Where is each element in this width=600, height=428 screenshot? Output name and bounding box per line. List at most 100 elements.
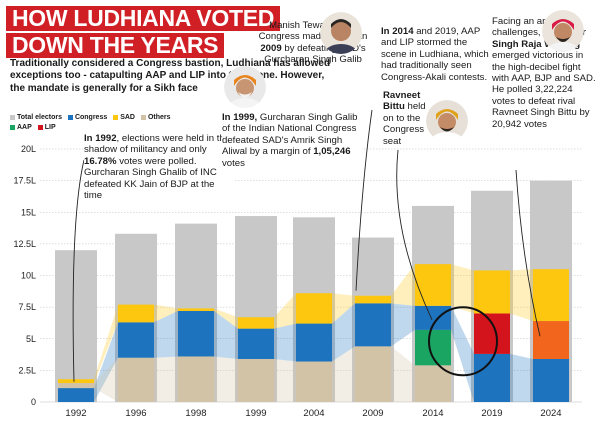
x-tick-label: 1992 bbox=[65, 408, 86, 419]
y-tick-label: 7.5L bbox=[18, 302, 36, 312]
legend-item-total: Total electors bbox=[10, 113, 62, 123]
avatar-ravneet-bittu-image bbox=[426, 100, 468, 142]
flow-ribbon-congress bbox=[94, 322, 118, 402]
note-1992-text2: votes were polled. Gurcharan Singh Ghali… bbox=[84, 155, 217, 202]
total-electors-bar-1992 bbox=[55, 250, 97, 402]
headline: HOW LUDHIANA VOTED DOWN THE YEARS bbox=[6, 6, 281, 58]
flow-ribbon-congress bbox=[214, 310, 238, 359]
y-tick-label: 10L bbox=[21, 271, 36, 281]
legend-label-others: Others bbox=[147, 114, 171, 121]
avatar-raja-warring bbox=[542, 10, 584, 52]
note-1992-text1: , elections were held in the shadow of m… bbox=[84, 133, 231, 156]
headline-line2: DOWN THE YEARS bbox=[6, 33, 225, 58]
note-1992-year: In 1992 bbox=[84, 133, 117, 144]
highlight-circle-2014-2019 bbox=[428, 306, 498, 377]
callout-line-1992 bbox=[72, 159, 85, 382]
bar-2009-sad bbox=[355, 295, 391, 304]
legend-item-congress: Congress bbox=[67, 113, 108, 123]
callout-line-2014 bbox=[396, 149, 433, 320]
bar-2014-others bbox=[415, 365, 451, 402]
legend-swatch-aap bbox=[10, 124, 15, 130]
bar-1999-others bbox=[238, 358, 274, 402]
y-tick-label: 17.5L bbox=[13, 176, 36, 186]
note-2014-year: In 2014 bbox=[381, 26, 414, 37]
bar-2024-bjp bbox=[533, 321, 569, 359]
legend-label-congress: Congress bbox=[74, 114, 108, 121]
bar-1992-sad bbox=[58, 379, 94, 384]
avatar-manish-tewari bbox=[320, 12, 362, 54]
flow-ribbon-sad bbox=[332, 293, 355, 324]
note-1992: In 1992, elections were held in the shad… bbox=[84, 133, 234, 202]
note-2014-bittu: Ravneet Bittu held on to the Congress se… bbox=[383, 90, 427, 147]
legend-label-lip: LIP bbox=[44, 124, 56, 131]
note-2009-text1: Manish Tewari of the Congress made histo… bbox=[258, 20, 368, 43]
bar-2014-sad bbox=[415, 264, 451, 306]
note-1999-year: In 1999, bbox=[222, 112, 258, 123]
legend-swatch-others bbox=[140, 114, 146, 120]
flow-ribbon-congress bbox=[274, 323, 296, 362]
note-2014-text1: and 2019, AAP and LIP stormed the scene … bbox=[381, 26, 489, 83]
flow-ribbon-others bbox=[274, 358, 296, 402]
bar-1998-others bbox=[178, 356, 214, 402]
x-tick-label: 2014 bbox=[422, 408, 443, 419]
avatar-ravneet-bittu bbox=[426, 100, 468, 142]
bar-2009-others bbox=[355, 346, 391, 402]
flow-ribbon-sad bbox=[214, 308, 238, 329]
note-2024-text1: Facing an array of challenges, bbox=[492, 16, 570, 39]
flow-ribbon-congress bbox=[332, 303, 355, 362]
bar-1998-sad bbox=[178, 308, 214, 311]
bar-2004-congress bbox=[296, 323, 332, 362]
flow-ribbon-congress bbox=[510, 353, 533, 402]
legend: Total electors Congress SAD Others AAP L… bbox=[10, 113, 175, 133]
bar-2019-sad bbox=[474, 270, 510, 314]
x-tick-label: 1998 bbox=[185, 408, 206, 419]
bar-1996-sad bbox=[118, 304, 154, 323]
bar-1992-congress bbox=[58, 388, 94, 402]
x-axis-labels: 1992 1996 1998 1999 2004 2009 2014 2019 2024 bbox=[65, 408, 561, 419]
x-tick-label: 2019 bbox=[481, 408, 502, 419]
y-tick-label: 15L bbox=[21, 207, 36, 217]
flow-ribbon-sad bbox=[154, 304, 178, 323]
legend-label-aap: AAP bbox=[17, 124, 32, 131]
y-tick-label: 0 bbox=[31, 397, 36, 407]
avatar-gurcharan-galib-image bbox=[224, 66, 266, 108]
note-1999-text1: Gurcharan Singh Galib of the Indian Nati… bbox=[222, 112, 358, 158]
avatar-gurcharan-galib bbox=[224, 66, 266, 108]
note-1999: In 1999, Gurcharan Singh Galib of the In… bbox=[222, 112, 362, 170]
flow-ribbon-others bbox=[391, 346, 415, 402]
bar-2024-congress bbox=[533, 358, 569, 402]
flow-ribbon-congress bbox=[451, 305, 474, 402]
intro-text: Traditionally considered a Congress bast… bbox=[10, 58, 331, 94]
legend-item-lip: LIP bbox=[37, 123, 56, 133]
chart-overlays bbox=[72, 109, 541, 382]
note-2014-name: Ravneet Bittu bbox=[383, 90, 421, 113]
bar-2004-sad bbox=[296, 293, 332, 324]
bar-1999-congress bbox=[238, 328, 274, 359]
flow-ribbon-congress bbox=[154, 310, 178, 358]
x-tick-label: 2009 bbox=[362, 408, 383, 419]
legend-item-aap: AAP bbox=[10, 123, 32, 133]
flow-ribbon-congress bbox=[391, 303, 415, 347]
legend-swatch-congress bbox=[67, 114, 73, 120]
legend-swatch-lip bbox=[37, 124, 43, 130]
flow-ribbon-sad bbox=[451, 264, 474, 314]
y-tick-label: 2.5L bbox=[18, 365, 36, 375]
note-2014-text2: held on to the Congress seat bbox=[383, 101, 426, 147]
bar-1998-congress bbox=[178, 310, 214, 357]
flow-ribbon-others bbox=[332, 346, 355, 402]
flow-ribbon-sad bbox=[391, 264, 415, 306]
legend-item-sad: SAD bbox=[113, 113, 135, 123]
x-tick-label: 1999 bbox=[245, 408, 266, 419]
flow-ribbon-sad bbox=[94, 304, 118, 384]
flow-ribbon-others bbox=[94, 357, 118, 402]
bar-2024-sad bbox=[533, 269, 569, 322]
party-bars bbox=[58, 264, 569, 402]
callout-line-2009 bbox=[355, 109, 373, 291]
note-2009-text2: by defeating SAD's Gurcharan Singh Galib bbox=[264, 42, 366, 66]
bar-1999-sad bbox=[238, 317, 274, 329]
bar-2014-aap bbox=[415, 329, 451, 366]
legend-swatch-total bbox=[10, 114, 15, 120]
flow-ribbon-others bbox=[154, 356, 178, 402]
x-tick-label: 2024 bbox=[540, 408, 561, 419]
legend-label-total: Total electors bbox=[17, 114, 62, 121]
